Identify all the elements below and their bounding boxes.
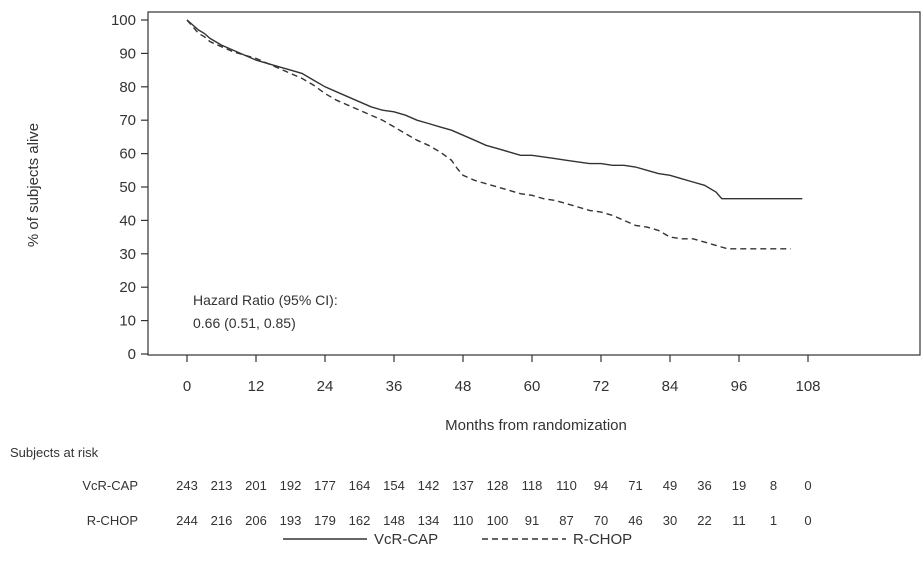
annotation-line-1: Hazard Ratio (95% CI): [193,292,338,308]
x-tick-label-96: 96 [731,378,748,395]
at-risk-label-vcr-cap: VcR-CAP [82,478,138,493]
at-risk-value-vcr-cap: 192 [280,478,302,493]
at-risk-value-r-chop: 216 [211,513,233,528]
x-axis-title: Months from randomization [445,417,627,434]
annotation-line-2: 0.66 (0.51, 0.85) [193,315,296,331]
legend: VcR-CAP R-CHOP [283,531,632,548]
at-risk-value-r-chop: 87 [559,513,573,528]
at-risk-value-vcr-cap: 19 [732,478,746,493]
series-line-vcr-cap [186,19,803,200]
legend-label-r-chop: R-CHOP [573,531,632,548]
at-risk-value-vcr-cap: 49 [663,478,677,493]
x-tick-label-108: 108 [795,378,820,395]
y-tick-label-50: 50 [119,179,136,196]
y-tick-label-40: 40 [119,212,136,229]
at-risk-value-r-chop: 1 [770,513,777,528]
x-tick-label-24: 24 [317,378,334,395]
at-risk-value-r-chop: 100 [487,513,509,528]
at-risk-value-r-chop: 148 [383,513,405,528]
at-risk-value-r-chop: 134 [418,513,440,528]
at-risk-value-r-chop: 193 [280,513,302,528]
at-risk-value-r-chop: 30 [663,513,677,528]
y-tick-label-20: 20 [119,279,136,296]
x-tick-label-48: 48 [455,378,472,395]
plot-frame [147,11,921,356]
at-risk-value-r-chop: 0 [804,513,811,528]
at-risk-value-vcr-cap: 201 [245,478,267,493]
at-risk-header: Subjects at risk [10,445,99,460]
x-tick-label-0: 0 [183,378,191,395]
y-tick-label-80: 80 [119,79,136,96]
at-risk-value-vcr-cap: 110 [556,478,577,493]
x-tick-label-60: 60 [524,378,541,395]
y-axis-title: % of subjects alive [25,123,42,247]
x-tick-label-84: 84 [662,378,679,395]
y-tick-label-60: 60 [119,146,136,163]
at-risk-table: VcR-CAP 243 213 201 192 177 164 154 142 137 128 118… [82,478,811,528]
x-tick-label-72: 72 [593,378,610,395]
y-tick-label-10: 10 [119,313,136,330]
y-tick-label-30: 30 [119,246,136,263]
at-risk-value-r-chop: 206 [245,513,267,528]
at-risk-value-vcr-cap: 137 [452,478,474,493]
at-risk-value-vcr-cap: 36 [697,478,711,493]
at-risk-value-r-chop: 22 [697,513,711,528]
x-axis: 0 12 24 36 48 60 72 84 96 108 [183,355,821,395]
y-tick-label-90: 90 [119,45,136,62]
at-risk-value-r-chop: 91 [525,513,539,528]
at-risk-value-vcr-cap: 71 [628,478,642,493]
at-risk-value-vcr-cap: 0 [804,478,811,493]
at-risk-value-vcr-cap: 154 [383,478,405,493]
at-risk-value-vcr-cap: 213 [211,478,233,493]
x-tick-label-12: 12 [248,378,265,395]
series-line-r-chop [186,19,791,250]
at-risk-label-r-chop: R-CHOP [87,513,138,528]
at-risk-value-vcr-cap: 8 [770,478,777,493]
at-risk-value-r-chop: 11 [732,513,746,528]
at-risk-value-vcr-cap: 142 [418,478,440,493]
y-tick-label-70: 70 [119,112,136,129]
y-axis: 0 10 20 30 40 50 60 70 80 90 100 [111,12,148,363]
at-risk-value-vcr-cap: 177 [314,478,336,493]
at-risk-value-r-chop: 162 [349,513,371,528]
at-risk-value-r-chop: 244 [176,513,198,528]
at-risk-value-vcr-cap: 243 [176,478,198,493]
x-tick-label-36: 36 [386,378,403,395]
y-tick-label-0: 0 [128,346,136,363]
series-layer [186,19,803,250]
legend-label-vcr-cap: VcR-CAP [374,531,438,548]
at-risk-value-vcr-cap: 118 [522,478,543,493]
at-risk-value-r-chop: 110 [453,513,474,528]
at-risk-value-vcr-cap: 164 [349,478,371,493]
at-risk-value-r-chop: 46 [628,513,642,528]
at-risk-value-r-chop: 70 [594,513,608,528]
at-risk-value-r-chop: 179 [314,513,336,528]
y-tick-label-100: 100 [111,12,136,29]
at-risk-value-vcr-cap: 128 [487,478,509,493]
at-risk-value-vcr-cap: 94 [594,478,608,493]
